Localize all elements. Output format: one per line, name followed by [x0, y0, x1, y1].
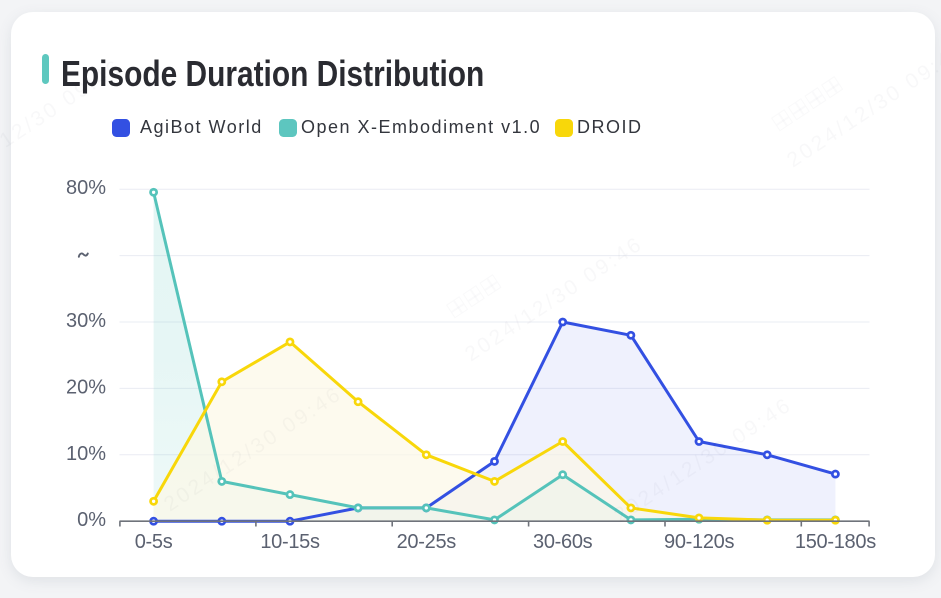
svg-text:0-5s: 0-5s — [135, 531, 173, 553]
svg-text:0%: 0% — [77, 509, 106, 531]
svg-text:90-120s: 90-120s — [664, 531, 734, 553]
svg-text:10%: 10% — [66, 443, 106, 465]
svg-text:10-15s: 10-15s — [260, 531, 320, 553]
svg-text:20-25s: 20-25s — [397, 531, 457, 553]
svg-text:80%: 80% — [66, 177, 106, 199]
svg-text:20%: 20% — [66, 376, 106, 398]
svg-text:150-180s: 150-180s — [795, 531, 876, 553]
svg-text:30%: 30% — [66, 310, 106, 332]
svg-text:30-60s: 30-60s — [533, 531, 593, 553]
